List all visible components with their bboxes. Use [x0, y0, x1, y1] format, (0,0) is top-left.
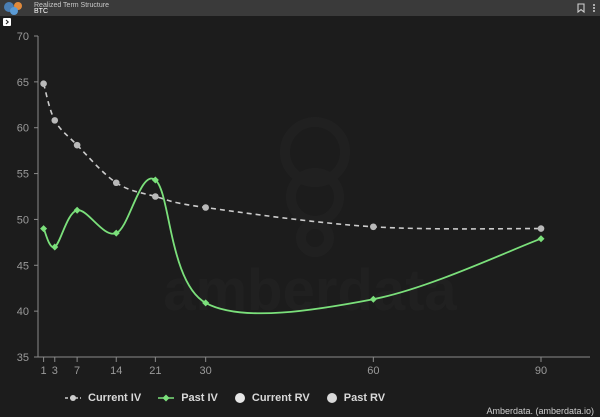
- credit-text: Amberdata. (amberdata.io): [486, 406, 594, 416]
- y-tick-label: 60: [17, 123, 29, 135]
- y-tick-label: 70: [17, 31, 29, 43]
- current-iv-point[interactable]: [112, 179, 120, 187]
- expand-button[interactable]: [3, 18, 11, 26]
- legend-item-current-iv[interactable]: Current IV: [64, 392, 141, 404]
- legend: Current IV Past IV Current RV Past RV: [64, 390, 385, 406]
- past-iv-point[interactable]: [151, 176, 159, 184]
- legend-label-past-rv: Past RV: [343, 392, 386, 404]
- bookmark-icon[interactable]: [576, 3, 586, 13]
- legend-label-current-iv: Current IV: [88, 392, 142, 404]
- current-iv-point[interactable]: [40, 80, 47, 87]
- title-bar: Realized Term Structure BTC: [0, 0, 600, 16]
- watermark-text: amberdata: [163, 258, 457, 323]
- current-iv-point[interactable]: [202, 204, 209, 211]
- current-iv-point[interactable]: [370, 223, 377, 231]
- legend-label-current-rv: Current RV: [251, 392, 310, 404]
- more-icon[interactable]: [589, 3, 599, 13]
- amberdata-logo-icon: [4, 2, 22, 15]
- past-iv-point[interactable]: [112, 229, 120, 237]
- chevron-right-icon: [5, 19, 10, 25]
- y-tick-label: 65: [17, 77, 29, 89]
- chart-subtitle: BTC: [34, 8, 48, 15]
- x-tick-label: 21: [149, 365, 161, 377]
- legend-item-past-iv[interactable]: Past IV: [157, 392, 218, 404]
- y-tick-label: 50: [17, 214, 29, 226]
- y-tick-label: 35: [17, 352, 29, 364]
- x-tick-label: 1: [41, 365, 47, 377]
- y-tick-label: 55: [17, 169, 29, 181]
- current-iv-point[interactable]: [537, 225, 545, 232]
- past-rv-legend-marker: [326, 393, 337, 403]
- past-iv-legend-marker: [158, 394, 175, 402]
- current-iv-point[interactable]: [51, 117, 59, 124]
- watermark-logo: amberdata: [163, 117, 457, 323]
- x-tick-label: 30: [200, 365, 212, 377]
- window-title: Realized Term Structure: [34, 2, 109, 9]
- current-iv-point[interactable]: [73, 141, 81, 149]
- chart-area: amberdata 35 40 45 50 55 60 65 70 1 3 7 14 21 30 60 90: [17, 31, 590, 377]
- past-iv-point[interactable]: [40, 225, 48, 233]
- current-iv-point[interactable]: [152, 193, 159, 200]
- legend-label-past-iv: Past IV: [181, 392, 218, 404]
- x-tick-label: 60: [367, 365, 379, 377]
- y-tick-label: 45: [17, 260, 29, 272]
- legend-item-current-rv[interactable]: Current RV: [234, 392, 310, 404]
- x-tick-label: 14: [110, 365, 122, 377]
- current-iv-line: [42, 83, 542, 230]
- current-rv-legend-marker: [234, 393, 245, 403]
- x-tick-label: 90: [535, 365, 547, 377]
- x-tick-label: 3: [52, 365, 58, 377]
- past-iv-point[interactable]: [369, 295, 377, 303]
- current-iv-legend-marker: [65, 395, 81, 401]
- past-iv-point[interactable]: [73, 206, 81, 214]
- x-tick-label: 7: [74, 365, 80, 377]
- past-iv-point[interactable]: [202, 299, 210, 307]
- y-tick-label: 40: [17, 306, 29, 318]
- past-iv-point[interactable]: [537, 235, 545, 243]
- legend-item-past-rv[interactable]: Past RV: [326, 392, 385, 404]
- past-iv-point[interactable]: [51, 243, 59, 251]
